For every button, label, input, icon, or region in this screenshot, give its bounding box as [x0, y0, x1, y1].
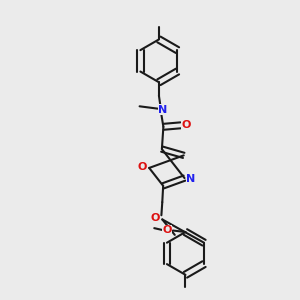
Text: O: O	[162, 225, 172, 235]
Text: O: O	[150, 213, 160, 223]
Text: N: N	[186, 174, 196, 184]
Text: N: N	[158, 105, 167, 115]
Text: O: O	[181, 120, 191, 130]
Text: O: O	[138, 162, 147, 172]
